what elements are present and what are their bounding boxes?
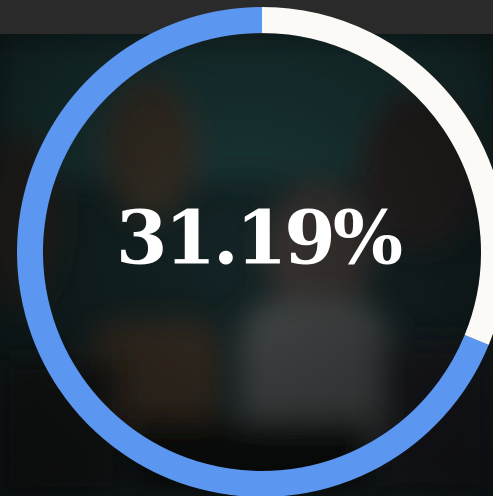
center-label: 31.19% xyxy=(116,196,402,282)
progress-widget: 31.19% xyxy=(0,0,493,496)
page: 31.19% (() => { const data = JSON.parse(… xyxy=(0,0,493,496)
